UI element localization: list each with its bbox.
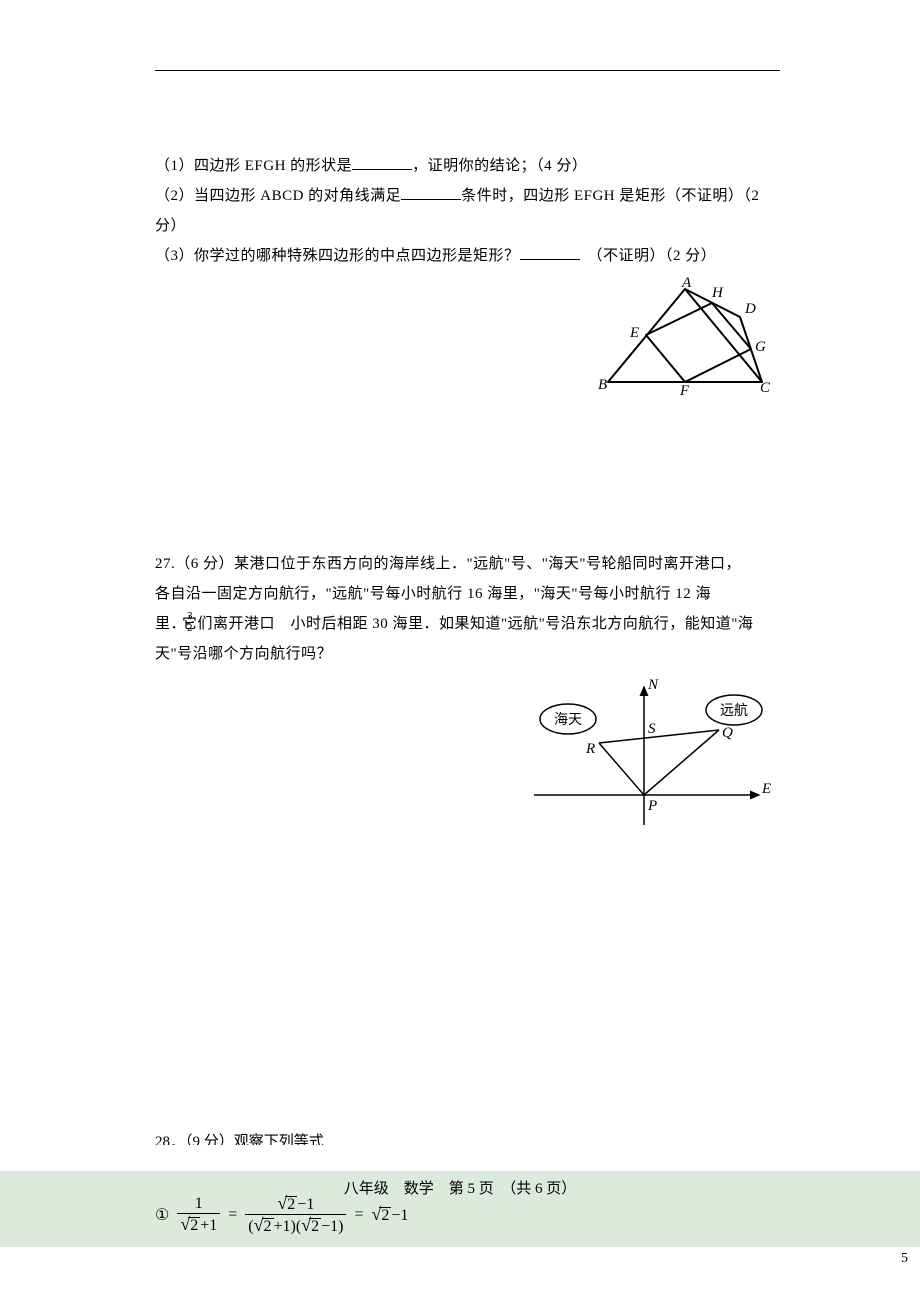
q26-figure: A B C D E F G H [590, 277, 780, 397]
q28-eq-label: ① [155, 1205, 169, 1225]
svg-text:R: R [585, 741, 595, 757]
q27-line2: 各自沿一固定方向航行，"远航"号每小时航行 16 海里，"海天"号每小时航行 1… [155, 579, 780, 609]
q27-prefix: 27.（6 分） [155, 556, 234, 572]
q28-mid-num-tail: −1 [297, 1196, 314, 1213]
svg-text:E: E [629, 325, 639, 341]
q26-p1a: （1）四边形 EFGH 的形状是 [155, 158, 352, 174]
page-corner-number: 5 [0, 1247, 920, 1275]
q28-rhs-rad: 2 [379, 1207, 391, 1224]
q28-lhs-num: 1 [192, 1195, 206, 1213]
q27-frac: 32 [186, 611, 194, 634]
q27-frac-den: 2 [186, 623, 194, 634]
q26-line2: （2）当四边形 ABCD 的对角线满足条件时，四边形 EFGH 是矩形（不证明）… [155, 181, 780, 241]
svg-text:P: P [647, 798, 657, 814]
q27-l4: 天"号沿哪个方向航行吗？ [155, 646, 332, 662]
q27-bubble-left: 海天 [554, 712, 582, 728]
q27-line3: 里．32它们离开港口 小时后相距 30 海里．如果知道"远航"号沿东北方向航行，… [155, 609, 780, 639]
q26-p3a: （3）你学过的哪种特殊四边形的中点四边形是矩形？ [155, 248, 520, 264]
q27-l2a: 各自沿一固定方向航行，"远航"号每小时航行 16 海里，"海天"号每小时航行 1… [155, 586, 711, 602]
q28-lhs-den-tail: +1 [200, 1217, 217, 1234]
footer-band: 八年级 数学 第 5 页 （共 6 页） ① 1 √2+1 = √2−1 [0, 1171, 920, 1247]
content-area: （1）四边形 EFGH 的形状是 ，证明你的结论；（4 分） （2）当四边形 AB… [0, 0, 920, 1165]
q28-equation: ① 1 √2+1 = √2−1 (√2+1)(√ [155, 1195, 408, 1236]
q28-rest: 观察下列等式 [234, 1134, 324, 1145]
q28-heading-truncated: 28．（9 分）观察下列等式 [155, 1127, 780, 1145]
q27-line1: 27.（6 分）某港口位于东西方向的海岸线上．"远航"号、"海天"号轮船同时离开… [155, 549, 780, 579]
q26-blank3 [520, 244, 580, 260]
q28-mid-dl-rad: 2 [262, 1218, 274, 1235]
svg-text:G: G [755, 339, 766, 355]
q26-p3b: （不证明）（2 分） [595, 248, 716, 264]
q26-figure-row: A B C D E F G H [155, 277, 780, 397]
svg-text:H: H [711, 285, 724, 301]
q28-mid-dr-rad: 2 [309, 1218, 321, 1235]
q27-l1: 某港口位于东西方向的海岸线上．"远航"号、"海天"号轮船同时离开港口， [234, 556, 741, 572]
q27-line4: 天"号沿哪个方向航行吗？ [155, 639, 780, 669]
svg-text:C: C [760, 380, 771, 396]
q28-mid-dl-tail: +1 [274, 1218, 291, 1235]
q28-lhs: 1 √2+1 [177, 1195, 220, 1235]
svg-text:B: B [598, 377, 607, 393]
q28-mid: √2−1 (√2+1)(√2−1) [245, 1193, 346, 1236]
svg-text:D: D [744, 301, 756, 317]
q28-prefix: 28．（9 分） [155, 1134, 234, 1145]
q26-blank2 [401, 184, 461, 200]
q28-mid-num-rad: 2 [285, 1196, 297, 1213]
page: （1）四边形 EFGH 的形状是 ，证明你的结论；（4 分） （2）当四边形 AB… [0, 0, 920, 1275]
q26-line3: （3）你学过的哪种特殊四边形的中点四边形是矩形？ （不证明）（2 分） [155, 241, 780, 271]
q26-line1: （1）四边形 EFGH 的形状是 ，证明你的结论；（4 分） [155, 151, 780, 181]
q27-figure: 海天 远航 N E P Q R S [524, 675, 774, 835]
q26-p1b: ，证明你的结论；（4 分） [412, 158, 587, 174]
q27-bubble-right: 远航 [720, 703, 748, 719]
svg-text:E: E [761, 781, 771, 797]
q26-blank1 [352, 154, 412, 170]
q28-rhs-tail: −1 [391, 1207, 408, 1224]
footer-text: 八年级 数学 第 5 页 （共 6 页） [0, 1177, 920, 1198]
svg-text:Q: Q [722, 725, 733, 741]
svg-text:N: N [647, 677, 659, 693]
svg-text:S: S [648, 721, 656, 737]
svg-text:F: F [679, 383, 690, 397]
q28-lhs-den-rad: 2 [188, 1217, 200, 1234]
q27-figure-row: 海天 远航 N E P Q R S [155, 675, 774, 835]
svg-text:A: A [681, 277, 692, 291]
q27-l3b: 它们离开港口 小时后相距 30 海里．如果知道"远航"号沿东北方向航行，能知道"… [182, 616, 753, 632]
q28-rhs: √2−1 [371, 1205, 408, 1225]
q28-mid-dr-tail: −1 [321, 1218, 338, 1235]
q27-frac-num: 3 [186, 611, 194, 622]
q26-p2a: （2）当四边形 ABCD 的对角线满足 [155, 188, 401, 204]
